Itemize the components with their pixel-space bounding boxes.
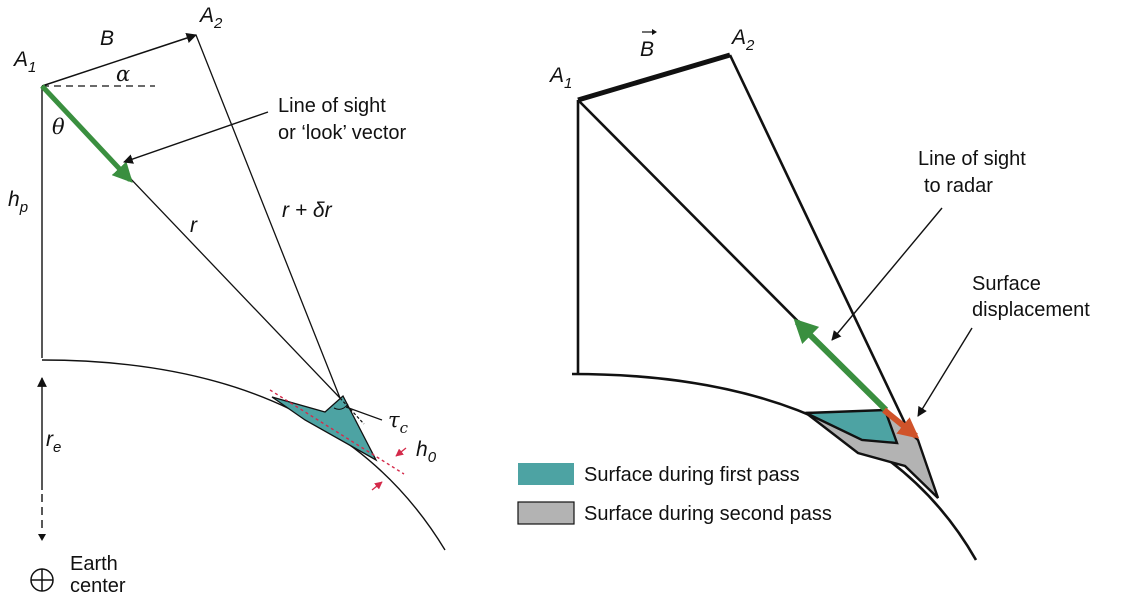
look-vector-green [40,84,133,183]
label-los-right-line2: to radar [924,175,993,197]
label-los-right-line1: Line of sight [918,148,1026,170]
legend-label-second: Surface during second pass [584,503,832,525]
legend-label-first: Surface during first pass [584,464,800,486]
earth-center-icon [30,568,54,592]
label-theta: θ [52,115,65,139]
baseline-vector [41,32,197,87]
tau-angle-dashed [339,397,365,425]
displacement-pointer [917,327,973,417]
label-los-line1: Line of sight [278,95,386,117]
label-re: re [46,428,61,456]
label-r: r [190,214,198,237]
label-baseline-b: B [100,27,114,50]
surface-patch-first [271,394,378,462]
label-a2-right: A2 [730,26,755,54]
range-line-r-delta [195,34,341,399]
range-line-a2 [728,54,914,439]
legend-swatch-first [518,463,574,485]
h0-marker-bottom [371,481,383,491]
left-diagram: A1 A2 B α θ hp r r + δr Line of sight or… [8,4,446,597]
surface-patch-first-right [805,408,899,445]
legend-swatch-second [517,501,575,525]
label-alpha: α [116,62,130,86]
label-disp-line2: displacement [972,299,1090,321]
label-tau: τc [388,408,409,437]
tau-angle-arc [333,403,349,410]
vector-arrow-over-b-head [652,29,657,35]
label-los-line2: or ‘look’ vector [278,122,407,144]
label-earth-line1: Earth [70,553,118,575]
label-a1-right: A1 [548,64,572,92]
label-b-right: B [640,38,654,61]
earth-radius-tail-arrow [38,534,46,541]
earth-surface-curve [41,359,446,551]
look-vector-pointer [123,111,269,164]
tau-leader [345,406,383,421]
displacement-arrow-red [882,407,920,439]
right-diagram: B A2 A1 Line of sight to radar Surface d… [517,26,1090,561]
label-r-delta: r + δr [282,199,333,222]
label-a2: A2 [198,4,223,32]
los-arrow-green [793,318,889,413]
label-a1: A1 [12,48,36,76]
label-earth-line2: center [70,575,126,597]
label-h0: h0 [416,438,437,466]
label-disp-line1: Surface [972,273,1041,295]
h0-marker-top [395,447,407,457]
legend: Surface during first pass Surface during… [517,463,832,525]
baseline-heavy [577,52,731,103]
label-hp: hp [8,188,28,216]
los-pointer [831,207,943,341]
local-slope-dotted [269,389,405,475]
